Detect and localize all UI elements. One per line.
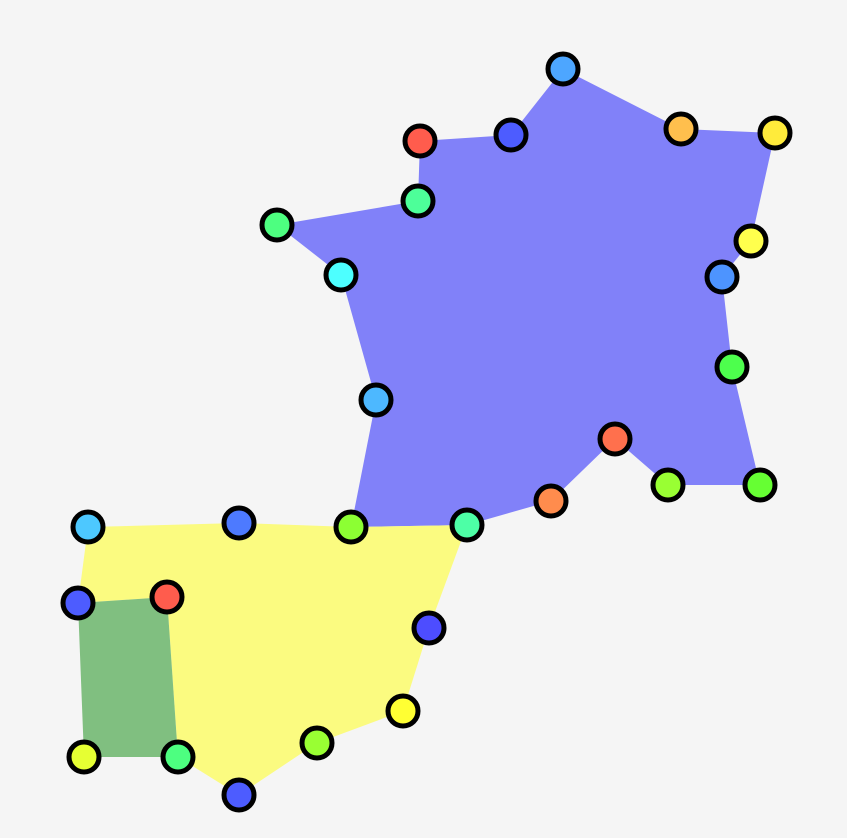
vertex-handle[interactable]: [597, 421, 633, 457]
region-green-polygon: [78, 597, 178, 757]
vertex-handle[interactable]: [400, 183, 436, 219]
vertex-handle[interactable]: [650, 467, 686, 503]
vertex-handle[interactable]: [160, 739, 196, 775]
vertex-handle[interactable]: [742, 467, 778, 503]
vertex-handle[interactable]: [385, 693, 421, 729]
vertex-handle[interactable]: [402, 123, 438, 159]
vertex-handle[interactable]: [66, 739, 102, 775]
vertex-handle[interactable]: [411, 610, 447, 646]
vertex-handle[interactable]: [449, 507, 485, 543]
vertex-handle[interactable]: [663, 111, 699, 147]
region-blue-polygon: [277, 69, 775, 527]
vertex-handle[interactable]: [733, 223, 769, 259]
vertex-handle[interactable]: [333, 509, 369, 545]
vertex-handle[interactable]: [714, 349, 750, 385]
vertex-handle[interactable]: [259, 207, 295, 243]
vertex-handle[interactable]: [358, 382, 394, 418]
vertex-handle[interactable]: [533, 483, 569, 519]
vertex-handle[interactable]: [149, 579, 185, 615]
vertex-handle[interactable]: [704, 259, 740, 295]
vertex-handle[interactable]: [60, 585, 96, 621]
vertex-handle[interactable]: [70, 509, 106, 545]
vertex-handle[interactable]: [221, 777, 257, 813]
vertex-handle[interactable]: [299, 725, 335, 761]
vertex-layer: [60, 51, 793, 813]
vertex-handle[interactable]: [323, 257, 359, 293]
vertex-handle[interactable]: [493, 117, 529, 153]
vertex-handle[interactable]: [757, 115, 793, 151]
vertex-handle[interactable]: [545, 51, 581, 87]
vertex-handle[interactable]: [221, 505, 257, 541]
